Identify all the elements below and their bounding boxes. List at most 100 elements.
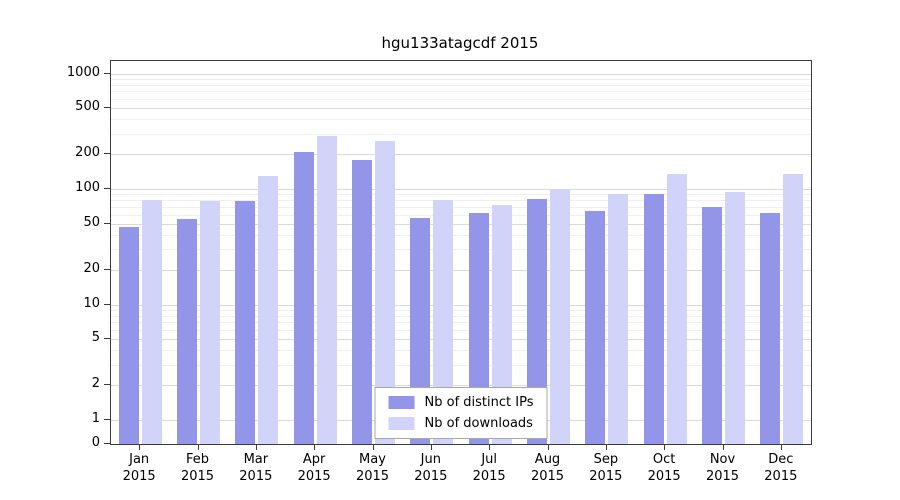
gridline-8 [111,315,811,317]
gridline-600 [111,99,811,101]
ytick-mark-500 [104,107,110,109]
gridline-40 [111,234,811,236]
gridline-400 [111,119,811,121]
xtick-label-oct: Oct 2015 [647,452,681,484]
xtick-mark-dec [780,445,782,450]
plot-area: Nb of distinct IPs Nb of downloads [110,60,812,445]
gridline-300 [111,133,811,135]
gridline-50 [111,223,811,225]
legend-item-distinct-ips: Nb of distinct IPs [388,395,534,410]
xtick-label-sep: Sep 2015 [589,452,623,484]
xtick-mark-apr [314,445,316,450]
gridline-30 [111,249,811,251]
gridline-80 [111,200,811,202]
gridline-6 [111,330,811,332]
gridline-100 [111,189,811,190]
ytick-mark-100 [104,188,110,189]
bar-downloads-dec [783,173,804,444]
bar-distinct-ips-oct [643,194,664,444]
ytick-label-50: 50 [83,214,100,230]
bar-downloads-sep [608,194,629,444]
bar-distinct-ips-dec [760,212,781,444]
gridline-7 [111,322,811,324]
xtick-label-aug: Aug 2015 [530,452,565,484]
bar-distinct-ips-apr [293,151,314,444]
bar-distinct-ips-sep [585,210,606,444]
xtick-mark-jun [430,445,432,450]
gridline-60 [111,214,811,216]
bar-distinct-ips-jul [468,212,489,444]
xtick-mark-aug [547,445,549,450]
gridline-90 [111,194,811,196]
xtick-label-nov: Nov 2015 [705,452,740,484]
bar-downloads-apr [316,136,337,444]
gridline-1000 [111,73,811,75]
ytick-label-2: 2 [91,376,100,392]
xtick-label-jan: Jan 2015 [122,452,156,484]
gridline-500 [111,108,811,110]
xtick-mark-nov [722,445,724,450]
xtick-mark-jan [139,445,141,450]
gridline-200 [111,154,811,156]
ytick-label-200: 200 [75,145,100,161]
bar-downloads-feb [200,201,220,444]
bar-downloads-aug [550,189,570,444]
legend: Nb of distinct IPs Nb of downloads [374,387,548,439]
ytick-mark-200 [104,153,110,155]
ytick-label-0: 0 [91,435,100,450]
ytick-mark-20 [104,268,110,270]
legend-label-downloads: Nb of downloads [424,416,533,431]
xtick-mark-sep [605,445,607,450]
legend-item-downloads: Nb of downloads [388,416,534,431]
gridline-10 [111,304,811,306]
gridline-70 [111,206,811,208]
legend-swatch-distinct-ips [388,396,415,409]
bar-downloads-may [375,141,395,444]
ytick-mark-1000 [104,72,110,74]
xtick-label-feb: Feb 2015 [180,452,215,484]
ytick-mark-5 [104,338,110,340]
xtick-label-mar: Mar 2015 [239,452,273,484]
xtick-label-jun: Jun 2015 [414,452,448,484]
ytick-label-10: 10 [83,295,100,311]
bar-downloads-mar [258,175,279,444]
bar-distinct-ips-mar [235,201,256,444]
bar-distinct-ips-aug [527,198,547,444]
gridline-9 [111,309,811,311]
bar-distinct-ips-nov [702,206,722,444]
ytick-mark-0 [104,443,110,444]
xtick-label-jul: Jul 2015 [472,452,506,484]
xtick-label-dec: Dec 2015 [764,452,798,484]
xtick-mark-may [372,445,374,450]
bar-distinct-ips-may [352,159,372,444]
bar-downloads-jul [491,204,512,444]
ytick-mark-1 [104,419,110,420]
xtick-mark-jul [489,445,491,450]
xtick-mark-mar [255,445,257,450]
gridline-2 [111,385,811,387]
bar-downloads-nov [725,191,745,444]
gridline-800 [111,84,811,86]
ytick-label-100: 100 [75,180,100,195]
chart-title: hgu133atagcdf 2015 [381,34,539,52]
ytick-label-20: 20 [83,260,100,276]
bar-downloads-oct [666,173,687,444]
gridline-4 [111,350,811,352]
bar-distinct-ips-feb [177,219,197,444]
legend-label-distinct-ips: Nb of distinct IPs [424,395,534,410]
gridline-900 [111,78,811,80]
legend-swatch-downloads [388,417,415,430]
gridline-700 [111,91,811,93]
ytick-label-1: 1 [91,411,100,426]
xtick-label-may: May 2015 [355,452,390,484]
bar-distinct-ips-jan [118,226,139,444]
ytick-mark-50 [104,222,110,224]
gridline-20 [111,269,811,271]
ytick-label-500: 500 [75,99,100,115]
xtick-label-apr: Apr 2015 [297,452,331,484]
ytick-mark-10 [104,303,110,305]
xtick-mark-oct [664,445,666,450]
gridline-3 [111,364,811,366]
ytick-label-5: 5 [91,330,100,346]
